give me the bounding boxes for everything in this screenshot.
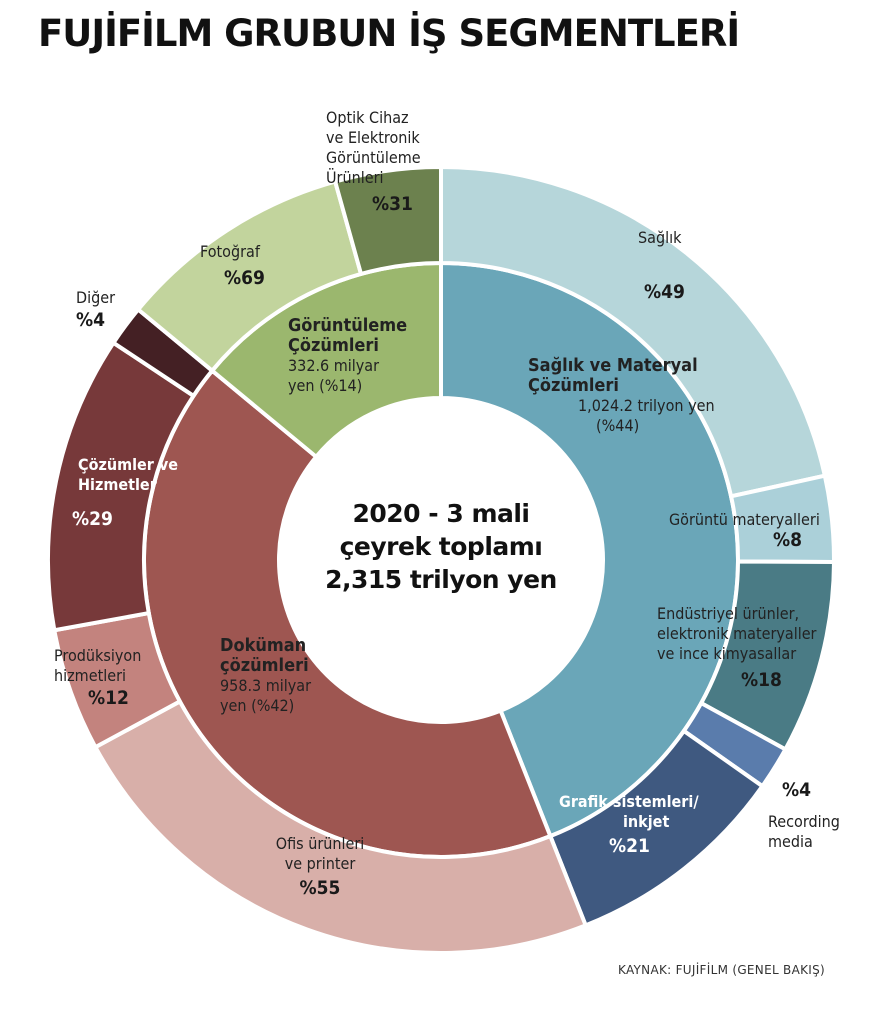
outer-name-line: Sağlık	[638, 228, 682, 247]
outer-percent: %12	[88, 687, 129, 709]
outer-slice-10	[333, 165, 443, 276]
outer-label-ofis: Ofis ürünleri ve printer %55	[260, 834, 380, 898]
inner-detail-line: yen (%14)	[288, 376, 363, 395]
outer-label-fotograf: Fotoğraf %69	[200, 242, 265, 288]
outer-label-goruntu-materyalleri: Görüntü materyalleri %8	[669, 510, 820, 550]
inner-detail-line: (%44)	[596, 416, 640, 435]
inner-label-dokuman: Doküman çözümleri 958.3 milyar yen (%42)	[220, 636, 420, 716]
outer-percent: %21	[609, 835, 650, 857]
inner-detail-line: 332.6 milyar	[288, 356, 380, 375]
inner-detail-line: yen (%42)	[220, 696, 295, 715]
outer-label-recording-media: %4 Recording media	[768, 780, 840, 852]
outer-name-line: Prodüksiyon	[54, 646, 142, 665]
outer-name-line: elektronik materyaller	[657, 624, 817, 643]
outer-name-line: Görüntü materyalleri	[669, 510, 820, 529]
outer-name-line: ve ince kimyasallar	[657, 644, 797, 663]
center-total-label: 2020 - 3 mali çeyrek toplamı 2,315 trily…	[300, 497, 582, 596]
outer-percent: %49	[644, 281, 685, 303]
outer-name-line: inkjet	[623, 812, 670, 831]
outer-percent: %4	[76, 309, 106, 331]
outer-percent: %18	[741, 669, 782, 691]
outer-percent: %8	[773, 529, 803, 551]
center-line-1: 2020 - 3 mali	[352, 499, 530, 528]
outer-label-grafik: Grafik sistemleri/ inkjet %21	[559, 792, 699, 856]
outer-name-line: Endüstriyel ürünler,	[657, 604, 800, 623]
outer-name-line: ve printer	[284, 854, 356, 873]
outer-label-saglik: Sağlık %49	[638, 228, 685, 302]
outer-name-line: Ofis ürünleri	[275, 834, 365, 853]
outer-label-cozumler: Çözümler ve Hizmetler %29	[72, 455, 179, 529]
outer-name-line: Optik Cihaz	[326, 108, 409, 127]
outer-percent: %29	[72, 508, 113, 530]
inner-detail-line: 958.3 milyar	[220, 676, 312, 695]
outer-percent: %31	[372, 193, 413, 215]
outer-name-line: Görüntüleme	[326, 148, 421, 167]
inner-name-line: Çözümleri	[288, 335, 379, 356]
inner-name-line: Görüntüleme	[288, 315, 408, 336]
inner-name-line: Sağlık ve Materyal	[528, 355, 698, 376]
outer-name-line: Ürünleri	[326, 168, 384, 187]
chart-title: FUJİFİLM GRUBUN İŞ SEGMENTLERİ	[38, 12, 740, 55]
outer-label-endustriyel: Endüstriyel ürünler, elektronik materyal…	[657, 604, 816, 690]
inner-name-line: Çözümleri	[528, 375, 619, 396]
outer-name-line: Grafik sistemleri/	[559, 792, 699, 811]
outer-name-line: hizmetleri	[54, 666, 126, 685]
outer-name-line: Fotoğraf	[200, 242, 260, 261]
outer-percent: %4	[782, 779, 812, 801]
inner-name-line: Doküman	[220, 635, 307, 656]
outer-name-line: Diğer	[76, 288, 115, 307]
inner-detail-line: 1,024.2 trilyon yen	[578, 396, 715, 415]
outer-percent: %69	[224, 267, 265, 289]
outer-label-optik: Optik Cihaz ve Elektronik Görüntüleme Ür…	[326, 108, 421, 214]
center-line-3: 2,315 trilyon yen	[325, 565, 557, 594]
inner-label-goruntuleme: Görüntüleme Çözümleri 332.6 milyar yen (…	[288, 316, 448, 396]
outer-label-diger: Diğer %4	[76, 288, 115, 330]
outer-percent: %55	[299, 877, 341, 899]
inner-name-line: çözümleri	[220, 655, 309, 676]
outer-name-line: Recording	[768, 812, 840, 831]
outer-name-line: Çözümler ve	[78, 455, 179, 474]
center-line-2: çeyrek toplamı	[339, 532, 543, 561]
source-note: KAYNAK: FUJİFİLM (GENEL BAKIŞ)	[618, 963, 826, 977]
inner-label-saglik-materyal: Sağlık ve Materyal Çözümleri 1,024.2 tri…	[528, 356, 768, 436]
outer-name-line: Hizmetler	[78, 475, 157, 494]
outer-name-line: media	[768, 832, 813, 851]
outer-name-line: ve Elektronik	[326, 128, 420, 147]
outer-label-produksiyon: Prodüksiyon hizmetleri %12	[54, 646, 141, 708]
center-hole	[281, 400, 601, 720]
